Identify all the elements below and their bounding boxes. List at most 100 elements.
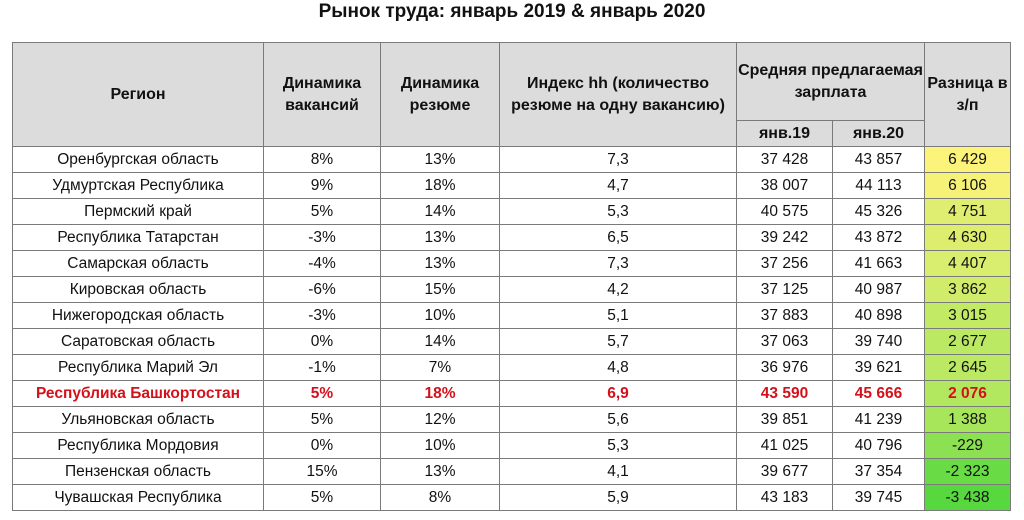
table-row: Самарская область -4% 13% 7,3 37 256 41 663 4 …	[12, 250, 1011, 277]
cell-vacancies-dynamics: -1%	[263, 354, 381, 381]
cell-salary-difference: 6 106	[924, 172, 1011, 199]
labor-market-table: Регион Динамика вакансий Динамика резюме…	[12, 42, 1011, 511]
cell-salary-difference: 4 751	[924, 198, 1011, 225]
cell-salary-jan19: 39 851	[736, 406, 833, 433]
cell-region: Республика Башкортостан	[12, 380, 264, 407]
header-salary-difference: Разница в з/п	[924, 42, 1011, 147]
cell-hh-index: 5,7	[499, 328, 737, 355]
table-row: Саратовская область 0% 14% 5,7 37 063 39 740 2…	[12, 328, 1011, 355]
cell-vacancies-dynamics: -6%	[263, 276, 381, 303]
cell-hh-index: 5,9	[499, 484, 737, 511]
table-row: Чувашская Республика 5% 8% 5,9 43 183 39 745-…	[12, 484, 1011, 511]
cell-region: Саратовская область	[12, 328, 264, 355]
cell-salary-jan19: 37 256	[736, 250, 833, 277]
cell-salary-jan20: 44 113	[832, 172, 925, 199]
cell-salary-difference: 2 076	[924, 380, 1011, 407]
cell-salary-jan20: 45 666	[832, 380, 925, 407]
cell-region: Пензенская область	[12, 458, 264, 485]
table-row: Пензенская область 15% 13% 4,1 39 677 37 354-…	[12, 458, 1011, 485]
table-body: Оренбургская область 8% 13% 7,3 37 428 43 857…	[12, 146, 1011, 511]
cell-salary-jan19: 39 242	[736, 224, 833, 251]
cell-salary-jan20: 41 663	[832, 250, 925, 277]
header-jan20: янв.20	[832, 120, 925, 147]
cell-salary-jan19: 37 063	[736, 328, 833, 355]
cell-resumes-dynamics: 7%	[380, 354, 500, 381]
cell-region: Ульяновская область	[12, 406, 264, 433]
cell-salary-difference: 1 388	[924, 406, 1011, 433]
cell-hh-index: 6,9	[499, 380, 737, 407]
cell-salary-jan19: 37 125	[736, 276, 833, 303]
cell-salary-jan20: 45 326	[832, 198, 925, 225]
table-row: Удмуртская Республика 9% 18% 4,7 38 007 44 11…	[12, 172, 1011, 199]
cell-salary-jan19: 40 575	[736, 198, 833, 225]
cell-region: Республика Мордовия	[12, 432, 264, 459]
cell-salary-jan19: 39 677	[736, 458, 833, 485]
cell-resumes-dynamics: 13%	[380, 146, 500, 173]
cell-resumes-dynamics: 18%	[380, 172, 500, 199]
cell-hh-index: 4,7	[499, 172, 737, 199]
cell-vacancies-dynamics: 5%	[263, 406, 381, 433]
cell-salary-difference: 2 645	[924, 354, 1011, 381]
header-resumes-dynamics: Динамика резюме	[380, 42, 500, 147]
cell-hh-index: 5,1	[499, 302, 737, 329]
table-row: Нижегородская область -3% 10% 5,1 37 883 40 8…	[12, 302, 1011, 329]
cell-salary-difference: -3 438	[924, 484, 1011, 511]
cell-salary-jan20: 41 239	[832, 406, 925, 433]
cell-resumes-dynamics: 13%	[380, 250, 500, 277]
header-vacancies-dynamics: Динамика вакансий	[263, 42, 381, 147]
cell-vacancies-dynamics: 9%	[263, 172, 381, 199]
cell-resumes-dynamics: 13%	[380, 458, 500, 485]
cell-region: Чувашская Республика	[12, 484, 264, 511]
cell-salary-jan19: 36 976	[736, 354, 833, 381]
header-region: Регион	[12, 42, 264, 147]
cell-salary-difference: 6 429	[924, 146, 1011, 173]
cell-salary-jan20: 40 987	[832, 276, 925, 303]
cell-vacancies-dynamics: -3%	[263, 224, 381, 251]
cell-salary-difference: 4 407	[924, 250, 1011, 277]
table-row: Оренбургская область 8% 13% 7,3 37 428 43 857…	[12, 146, 1011, 173]
cell-salary-jan19: 37 428	[736, 146, 833, 173]
cell-vacancies-dynamics: 0%	[263, 432, 381, 459]
table-row: Ульяновская область 5% 12% 5,6 39 851 41 239 1…	[12, 406, 1011, 433]
cell-resumes-dynamics: 18%	[380, 380, 500, 407]
cell-region: Удмуртская Республика	[12, 172, 264, 199]
cell-salary-jan19: 38 007	[736, 172, 833, 199]
cell-resumes-dynamics: 14%	[380, 328, 500, 355]
table-row: Республика Марий Эл -1% 7% 4,8 36 976 39 621 2…	[12, 354, 1011, 381]
cell-hh-index: 5,3	[499, 432, 737, 459]
cell-salary-difference: 4 630	[924, 224, 1011, 251]
cell-resumes-dynamics: 8%	[380, 484, 500, 511]
table-row: Республика Башкортостан 5% 18% 6,9 43 590 45 …	[12, 380, 1011, 407]
cell-salary-difference: 3 862	[924, 276, 1011, 303]
cell-resumes-dynamics: 10%	[380, 302, 500, 329]
header-average-salary: Средняя предлагаемая зарплата	[736, 42, 925, 121]
header-hh-index: Индекс hh (количество резюме на одну вак…	[499, 42, 737, 147]
cell-salary-jan19: 37 883	[736, 302, 833, 329]
cell-salary-jan20: 39 745	[832, 484, 925, 511]
cell-vacancies-dynamics: 5%	[263, 198, 381, 225]
cell-resumes-dynamics: 12%	[380, 406, 500, 433]
cell-vacancies-dynamics: -4%	[263, 250, 381, 277]
cell-vacancies-dynamics: -3%	[263, 302, 381, 329]
cell-salary-jan20: 40 898	[832, 302, 925, 329]
cell-resumes-dynamics: 15%	[380, 276, 500, 303]
cell-resumes-dynamics: 10%	[380, 432, 500, 459]
cell-region: Самарская область	[12, 250, 264, 277]
cell-salary-jan19: 43 590	[736, 380, 833, 407]
cell-salary-jan19: 41 025	[736, 432, 833, 459]
cell-salary-jan19: 43 183	[736, 484, 833, 511]
cell-salary-difference: -229	[924, 432, 1011, 459]
cell-hh-index: 7,3	[499, 146, 737, 173]
cell-region: Республика Татарстан	[12, 224, 264, 251]
cell-hh-index: 5,3	[499, 198, 737, 225]
table-row: Республика Мордовия 0% 10% 5,3 41 025 40 796-…	[12, 432, 1011, 459]
table-row: Пермский край 5% 14% 5,3 40 575 45 326 4 751	[12, 198, 1011, 225]
cell-resumes-dynamics: 13%	[380, 224, 500, 251]
cell-hh-index: 7,3	[499, 250, 737, 277]
cell-region: Кировская область	[12, 276, 264, 303]
cell-region: Нижегородская область	[12, 302, 264, 329]
cell-region: Республика Марий Эл	[12, 354, 264, 381]
table-row: Республика Татарстан -3% 13% 6,5 39 242 43 87…	[12, 224, 1011, 251]
cell-salary-jan20: 43 857	[832, 146, 925, 173]
page-title: Рынок труда: январь 2019 & январь 2020	[318, 1, 706, 22]
